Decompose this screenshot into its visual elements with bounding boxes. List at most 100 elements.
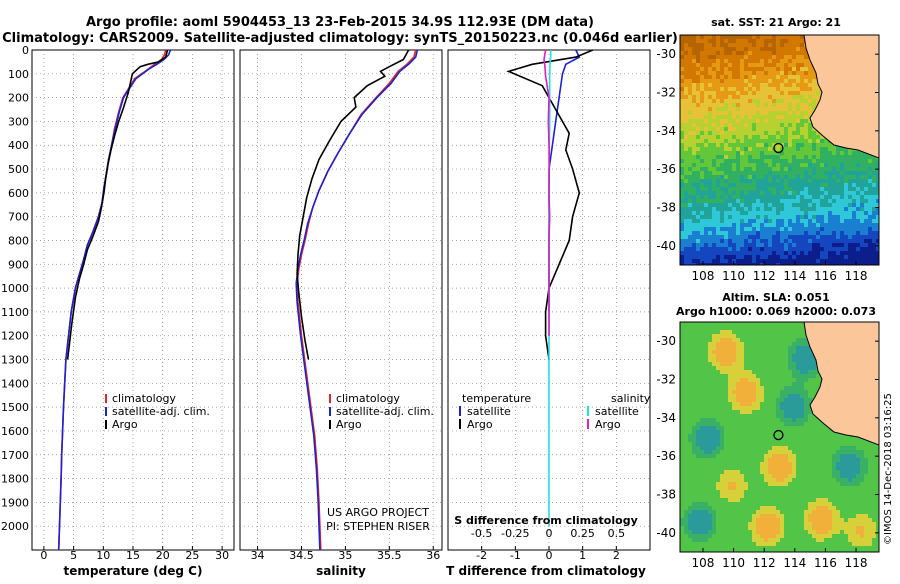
heatmap-cell	[836, 458, 841, 463]
heatmap-cell	[696, 171, 701, 176]
heatmap-cell	[796, 398, 801, 403]
heatmap-cell	[752, 402, 757, 407]
heatmap-cell	[764, 139, 769, 144]
heatmap-cell	[712, 59, 717, 64]
heatmap-cell	[844, 243, 849, 248]
heatmap-cell	[736, 450, 741, 455]
heatmap-cell	[860, 219, 865, 224]
heatmap-cell	[800, 398, 805, 403]
heatmap-cell	[788, 362, 793, 367]
heatmap-cell	[768, 127, 773, 132]
heatmap-cell	[800, 147, 805, 152]
heatmap-cell	[832, 207, 837, 212]
heatmap-cell	[776, 434, 781, 439]
heatmap-cell	[772, 386, 777, 391]
heatmap-cell	[768, 135, 773, 140]
heatmap-cell	[776, 227, 781, 232]
heatmap-cell	[764, 159, 769, 164]
heatmap-cell	[856, 231, 861, 236]
heatmap-cell	[796, 239, 801, 244]
heatmap-cell	[824, 454, 829, 459]
heatmap-cell	[792, 119, 797, 124]
heatmap-cell	[748, 378, 753, 383]
heatmap-cell	[812, 442, 817, 447]
heatmap-cell	[856, 151, 861, 156]
heatmap-cell	[804, 454, 809, 459]
heatmap-cell	[848, 175, 853, 180]
heatmap-cell	[772, 187, 777, 192]
heatmap-cell	[736, 402, 741, 407]
heatmap-cell	[780, 159, 785, 164]
heatmap-cell	[756, 207, 761, 212]
heatmap-cell	[704, 39, 709, 44]
sst-map-title: sat. SST: 21 Argo: 21	[711, 16, 841, 29]
heatmap-cell	[736, 67, 741, 72]
heatmap-cell	[712, 346, 717, 351]
heatmap-cell	[776, 203, 781, 208]
heatmap-cell	[768, 366, 773, 371]
heatmap-cell	[724, 243, 729, 248]
heatmap-cell	[684, 458, 689, 463]
heatmap-cell	[796, 99, 801, 104]
heatmap-cell	[696, 358, 701, 363]
heatmap-cell	[772, 155, 777, 160]
heatmap-cell	[732, 215, 737, 220]
heatmap-cell	[712, 55, 717, 60]
heatmap-cell	[680, 87, 685, 92]
heatmap-cell	[688, 386, 693, 391]
heatmap-cell	[808, 103, 813, 108]
heatmap-cell	[784, 398, 789, 403]
heatmap-cell	[768, 43, 773, 48]
heatmap-cell	[724, 402, 729, 407]
heatmap-cell	[696, 43, 701, 48]
heatmap-cell	[812, 434, 817, 439]
heatmap-cell	[708, 426, 713, 431]
heatmap-cell	[764, 91, 769, 96]
heatmap-cell	[684, 51, 689, 56]
heatmap-cell	[820, 203, 825, 208]
heatmap-cell	[848, 223, 853, 228]
heatmap-cell	[784, 334, 789, 339]
heatmap-cell	[744, 418, 749, 423]
heatmap-cell	[808, 386, 813, 391]
heatmap-cell	[760, 219, 765, 224]
heatmap-cell	[764, 418, 769, 423]
heatmap-cell	[764, 251, 769, 256]
heatmap-cell	[780, 39, 785, 44]
heatmap-cell	[764, 374, 769, 379]
heatmap-cell	[708, 55, 713, 60]
heatmap-cell	[748, 147, 753, 152]
heatmap-cell	[836, 179, 841, 184]
heatmap-cell	[764, 79, 769, 84]
heatmap-cell	[716, 406, 721, 411]
heatmap-cell	[752, 414, 757, 419]
heatmap-cell	[680, 326, 685, 331]
heatmap-cell	[704, 410, 709, 415]
heatmap-cell	[716, 243, 721, 248]
heatmap-cell	[864, 466, 869, 471]
heatmap-cell	[812, 223, 817, 228]
heatmap-cell	[688, 83, 693, 88]
heatmap-cell	[772, 203, 777, 208]
heatmap-cell	[804, 207, 809, 212]
heatmap-cell	[788, 127, 793, 132]
heatmap-cell	[836, 195, 841, 200]
heatmap-cell	[720, 107, 725, 112]
heatmap-cell	[744, 414, 749, 419]
heatmap-cell	[828, 163, 833, 168]
heatmap-cell	[748, 366, 753, 371]
heatmap-cell	[720, 390, 725, 395]
heatmap-cell	[716, 167, 721, 172]
heatmap-cell	[852, 159, 857, 164]
heatmap-cell	[872, 191, 877, 196]
heatmap-cell	[728, 350, 733, 355]
heatmap-cell	[800, 131, 805, 136]
heatmap-cell	[684, 139, 689, 144]
heatmap-cell	[812, 147, 817, 152]
heatmap-cell	[688, 378, 693, 383]
heatmap-cell	[764, 75, 769, 80]
heatmap-cell	[772, 91, 777, 96]
heatmap-cell	[716, 414, 721, 419]
heatmap-cell	[780, 322, 785, 327]
heatmap-cell	[800, 203, 805, 208]
